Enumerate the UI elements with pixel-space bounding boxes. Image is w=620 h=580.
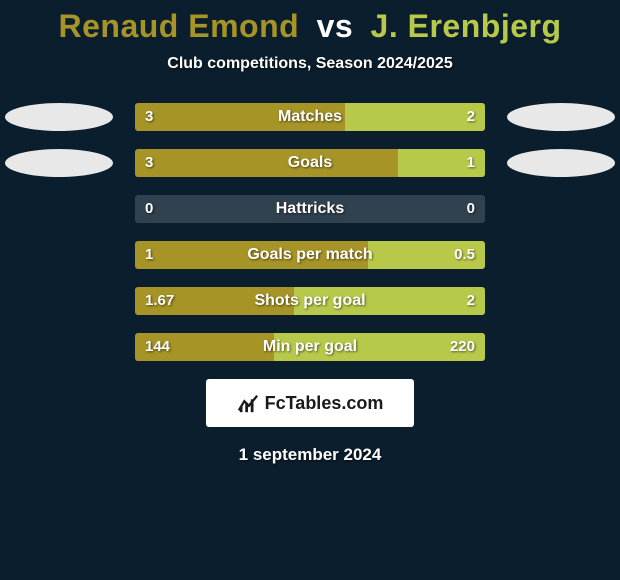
comparison-title: Renaud Emond vs J. Erenbjerg — [0, 0, 620, 45]
comparison-chart: 32Matches 31Goals 0 0Hattricks 10.5Goals per… — [0, 103, 620, 361]
bar-track: 0 0Hattricks — [135, 195, 485, 223]
player2-avatar — [507, 149, 615, 177]
bar-left — [135, 287, 294, 315]
player2-avatar — [507, 103, 615, 131]
bar-track: 144220Min per goal — [135, 333, 485, 361]
player2-name: J. Erenbjerg — [371, 8, 562, 44]
bar-left — [135, 333, 274, 361]
bar-track: 31Goals — [135, 149, 485, 177]
stat-value-left: 0 — [135, 195, 163, 223]
date-text: 1 september 2024 — [0, 445, 620, 465]
stat-value-right: 0 — [457, 195, 485, 223]
bar-right — [368, 241, 485, 269]
title-vs: vs — [317, 8, 354, 44]
player1-name: Renaud Emond — [59, 8, 300, 44]
stat-row: 1.672Shots per goal — [0, 287, 620, 315]
bar-right — [398, 149, 486, 177]
bar-right — [294, 287, 485, 315]
player1-avatar — [5, 149, 113, 177]
stat-label: Hattricks — [135, 195, 485, 223]
bar-track: 1.672Shots per goal — [135, 287, 485, 315]
chart-icon — [237, 392, 259, 414]
stat-row: 10.5Goals per match — [0, 241, 620, 269]
bar-left — [135, 103, 345, 131]
bar-left — [135, 149, 398, 177]
subtitle: Club competitions, Season 2024/2025 — [0, 55, 620, 73]
player1-avatar — [5, 103, 113, 131]
logo-text: FcTables.com — [265, 393, 384, 414]
stat-row: 32Matches — [0, 103, 620, 131]
stat-row: 31Goals — [0, 149, 620, 177]
bar-right — [345, 103, 485, 131]
stat-row: 0 0Hattricks — [0, 195, 620, 223]
logo-box: FcTables.com — [206, 379, 414, 427]
bar-track: 32Matches — [135, 103, 485, 131]
bar-right — [274, 333, 485, 361]
stat-row: 144220Min per goal — [0, 333, 620, 361]
bar-track: 10.5Goals per match — [135, 241, 485, 269]
bar-left — [135, 241, 368, 269]
